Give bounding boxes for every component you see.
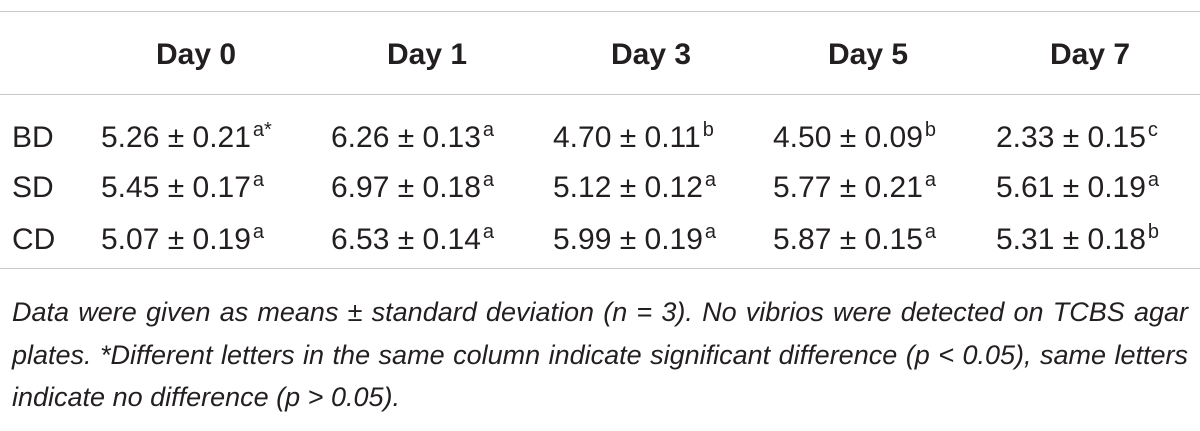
cell: 5.26 ± 0.21 a*: [101, 119, 272, 159]
cell-superscript: a: [924, 169, 937, 191]
cell-superscript: a: [704, 169, 717, 191]
cell: 6.26 ± 0.13 a: [331, 119, 495, 159]
cell-value: 5.12 ± 0.12: [553, 171, 703, 204]
cell-value: 4.50 ± 0.09: [773, 121, 923, 154]
row-label: SD: [12, 171, 54, 204]
cell: 5.61 ± 0.19 a: [996, 169, 1160, 209]
cell-superscript: b: [1147, 221, 1160, 243]
footnote: Data were given as means ± standard devi…: [12, 297, 1188, 412]
cell-superscript: a: [704, 221, 717, 243]
cell-superscript: a*: [252, 119, 272, 141]
cell: 5.99 ± 0.19 a: [553, 221, 717, 261]
cell: 4.50 ± 0.09 b: [773, 119, 937, 159]
cell-value: 5.77 ± 0.21: [773, 171, 923, 204]
cell-value: 5.45 ± 0.17: [101, 171, 251, 204]
cell-superscript: a: [1147, 169, 1160, 191]
cell-superscript: a: [482, 221, 495, 243]
column-header: Day 5: [827, 38, 909, 71]
cell-superscript: b: [702, 119, 714, 141]
cell-value: 6.53 ± 0.14: [331, 223, 481, 256]
cell-value: 5.87 ± 0.15: [773, 223, 923, 256]
cell-superscript: a: [482, 119, 495, 141]
cell-superscript: b: [924, 119, 937, 141]
column-header: Day 1: [386, 38, 468, 71]
cell-value: 5.99 ± 0.19: [553, 223, 703, 256]
column-header: Day 7: [1049, 38, 1131, 71]
cell-value: 5.07 ± 0.19: [101, 223, 251, 256]
top-rule: [0, 11, 1200, 12]
cell-value: 5.31 ± 0.18: [996, 223, 1146, 256]
cell: 5.07 ± 0.19 a: [101, 221, 265, 261]
cell: 6.97 ± 0.18 a: [331, 169, 495, 209]
cell: 2.33 ± 0.15 c: [996, 119, 1158, 159]
cell-value: 2.33 ± 0.15: [996, 121, 1146, 154]
cell-superscript: a: [924, 221, 937, 243]
cell: 5.77 ± 0.21 a: [773, 169, 937, 209]
column-header: Day 3: [610, 38, 692, 71]
cell-value: 6.97 ± 0.18: [331, 171, 481, 204]
cell: 4.70 ± 0.11 b: [553, 119, 714, 159]
cell-value: 5.26 ± 0.21: [101, 121, 251, 154]
cell: 5.45 ± 0.17 a: [101, 169, 265, 209]
cell: 6.53 ± 0.14 a: [331, 221, 495, 261]
row-label: CD: [12, 223, 56, 256]
header-rule: [0, 94, 1200, 95]
cell: 5.12 ± 0.12 a: [553, 169, 717, 209]
cell-superscript: a: [252, 169, 265, 191]
cell: 5.31 ± 0.18 b: [996, 221, 1160, 261]
cell-superscript: c: [1147, 119, 1158, 141]
cell-value: 6.26 ± 0.13: [331, 121, 481, 154]
cell-value: 5.61 ± 0.19: [996, 171, 1146, 204]
row-label: BD: [12, 121, 54, 154]
column-header: Day 0: [155, 38, 237, 71]
bottom-rule: [0, 268, 1200, 269]
cell-superscript: a: [482, 169, 495, 191]
cell-superscript: a: [252, 221, 265, 243]
cell-value: 4.70 ± 0.11: [553, 121, 701, 154]
cell: 5.87 ± 0.15 a: [773, 221, 937, 261]
